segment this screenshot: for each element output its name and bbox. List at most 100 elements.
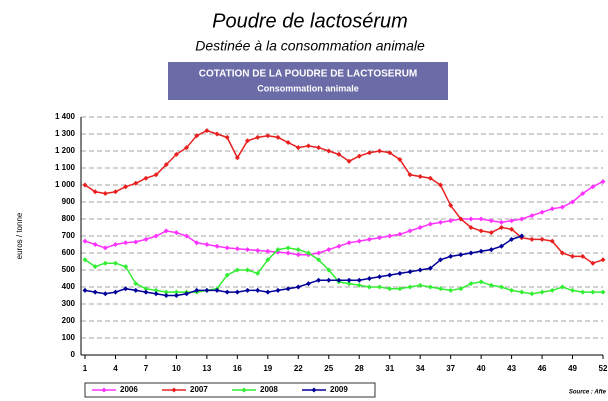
data-point [600,257,606,263]
data-point [92,264,98,270]
x-tick-label: 25 [324,364,333,373]
data-point [245,287,251,293]
series-line [84,129,604,265]
data-point [519,216,525,222]
x-tick-label: 28 [355,364,364,373]
data-point [194,133,200,139]
data-point [204,287,210,293]
data-point [387,272,393,278]
data-point [326,148,332,154]
data-point [234,267,240,273]
legend-marker [241,387,247,393]
chart-subtitle: Destinée à la consommation animale [195,38,425,54]
data-point [82,257,88,263]
data-point [509,226,515,232]
data-point [285,250,291,256]
data-point [437,219,443,225]
data-point [173,289,179,295]
x-tick-label: 43 [507,364,516,373]
data-point [448,287,454,293]
data-point [509,287,515,293]
data-point [356,238,362,244]
legend-marker [311,387,317,393]
data-point [397,286,403,292]
data-point [366,284,372,290]
y-tick-label: 1 400 [55,112,76,121]
data-point [133,239,139,245]
data-point [387,286,393,292]
data-point [265,133,271,139]
data-point [153,233,159,239]
data-point [346,277,352,283]
data-point [112,289,118,295]
data-point [102,260,108,266]
data-point [539,209,545,215]
data-point [102,191,108,196]
data-point [437,286,443,292]
data-point [204,128,210,134]
data-point [366,236,372,242]
data-point [194,287,200,293]
data-point [82,238,88,244]
data-point [397,157,403,162]
data-point [224,289,230,295]
data-point [448,218,454,224]
data-point [163,293,169,298]
data-point [366,150,372,156]
data-point [316,145,322,151]
data-point [600,289,606,295]
data-point [366,276,372,281]
data-point [275,247,281,253]
data-point [112,260,118,266]
data-point [255,270,261,276]
y-tick-label: 600 [62,248,76,257]
data-point [539,289,545,295]
data-point [234,155,240,161]
data-point [570,287,576,293]
x-tick-label: 16 [233,364,242,373]
y-tick-label: 100 [62,333,76,342]
data-point [265,289,271,295]
data-point [305,143,311,149]
y-tick-label: 0 [71,350,76,359]
data-point [245,138,251,144]
data-point [498,225,504,230]
chart-title: Poudre de lactosérum [212,10,408,32]
data-point [173,293,179,298]
legend-box [84,382,376,398]
y-tick-label: 1 200 [55,146,76,155]
data-point [468,225,474,230]
data-point [427,265,433,271]
y-tick-label: 800 [62,214,76,223]
data-point [580,253,586,259]
y-tick-label: 700 [62,231,76,240]
data-point [102,245,108,251]
x-tick-label: 52 [599,364,608,373]
data-point [509,236,515,242]
y-axis-title: euros / tonne [15,212,24,259]
data-point [377,284,383,290]
data-point [336,151,342,157]
box-title: COTATION DE LA POUDRE DE LACTOSERUM [199,69,418,80]
y-tick-label: 300 [62,299,76,308]
data-point [184,145,190,151]
data-point [559,250,565,256]
data-point [427,284,433,290]
data-point [245,247,251,253]
data-point [488,218,494,224]
data-point [478,279,484,285]
data-point [123,286,129,292]
series-line [84,247,603,295]
x-tick-label: 49 [568,364,577,373]
data-point [112,242,118,247]
data-point [153,291,159,297]
legend-label: 2007 [190,385,208,394]
x-tick-label: 7 [144,364,149,373]
data-point [275,134,281,140]
x-tick-label: 34 [416,364,425,373]
data-point [529,213,535,219]
data-point [468,281,474,287]
data-point [417,282,423,288]
data-point [173,151,179,157]
